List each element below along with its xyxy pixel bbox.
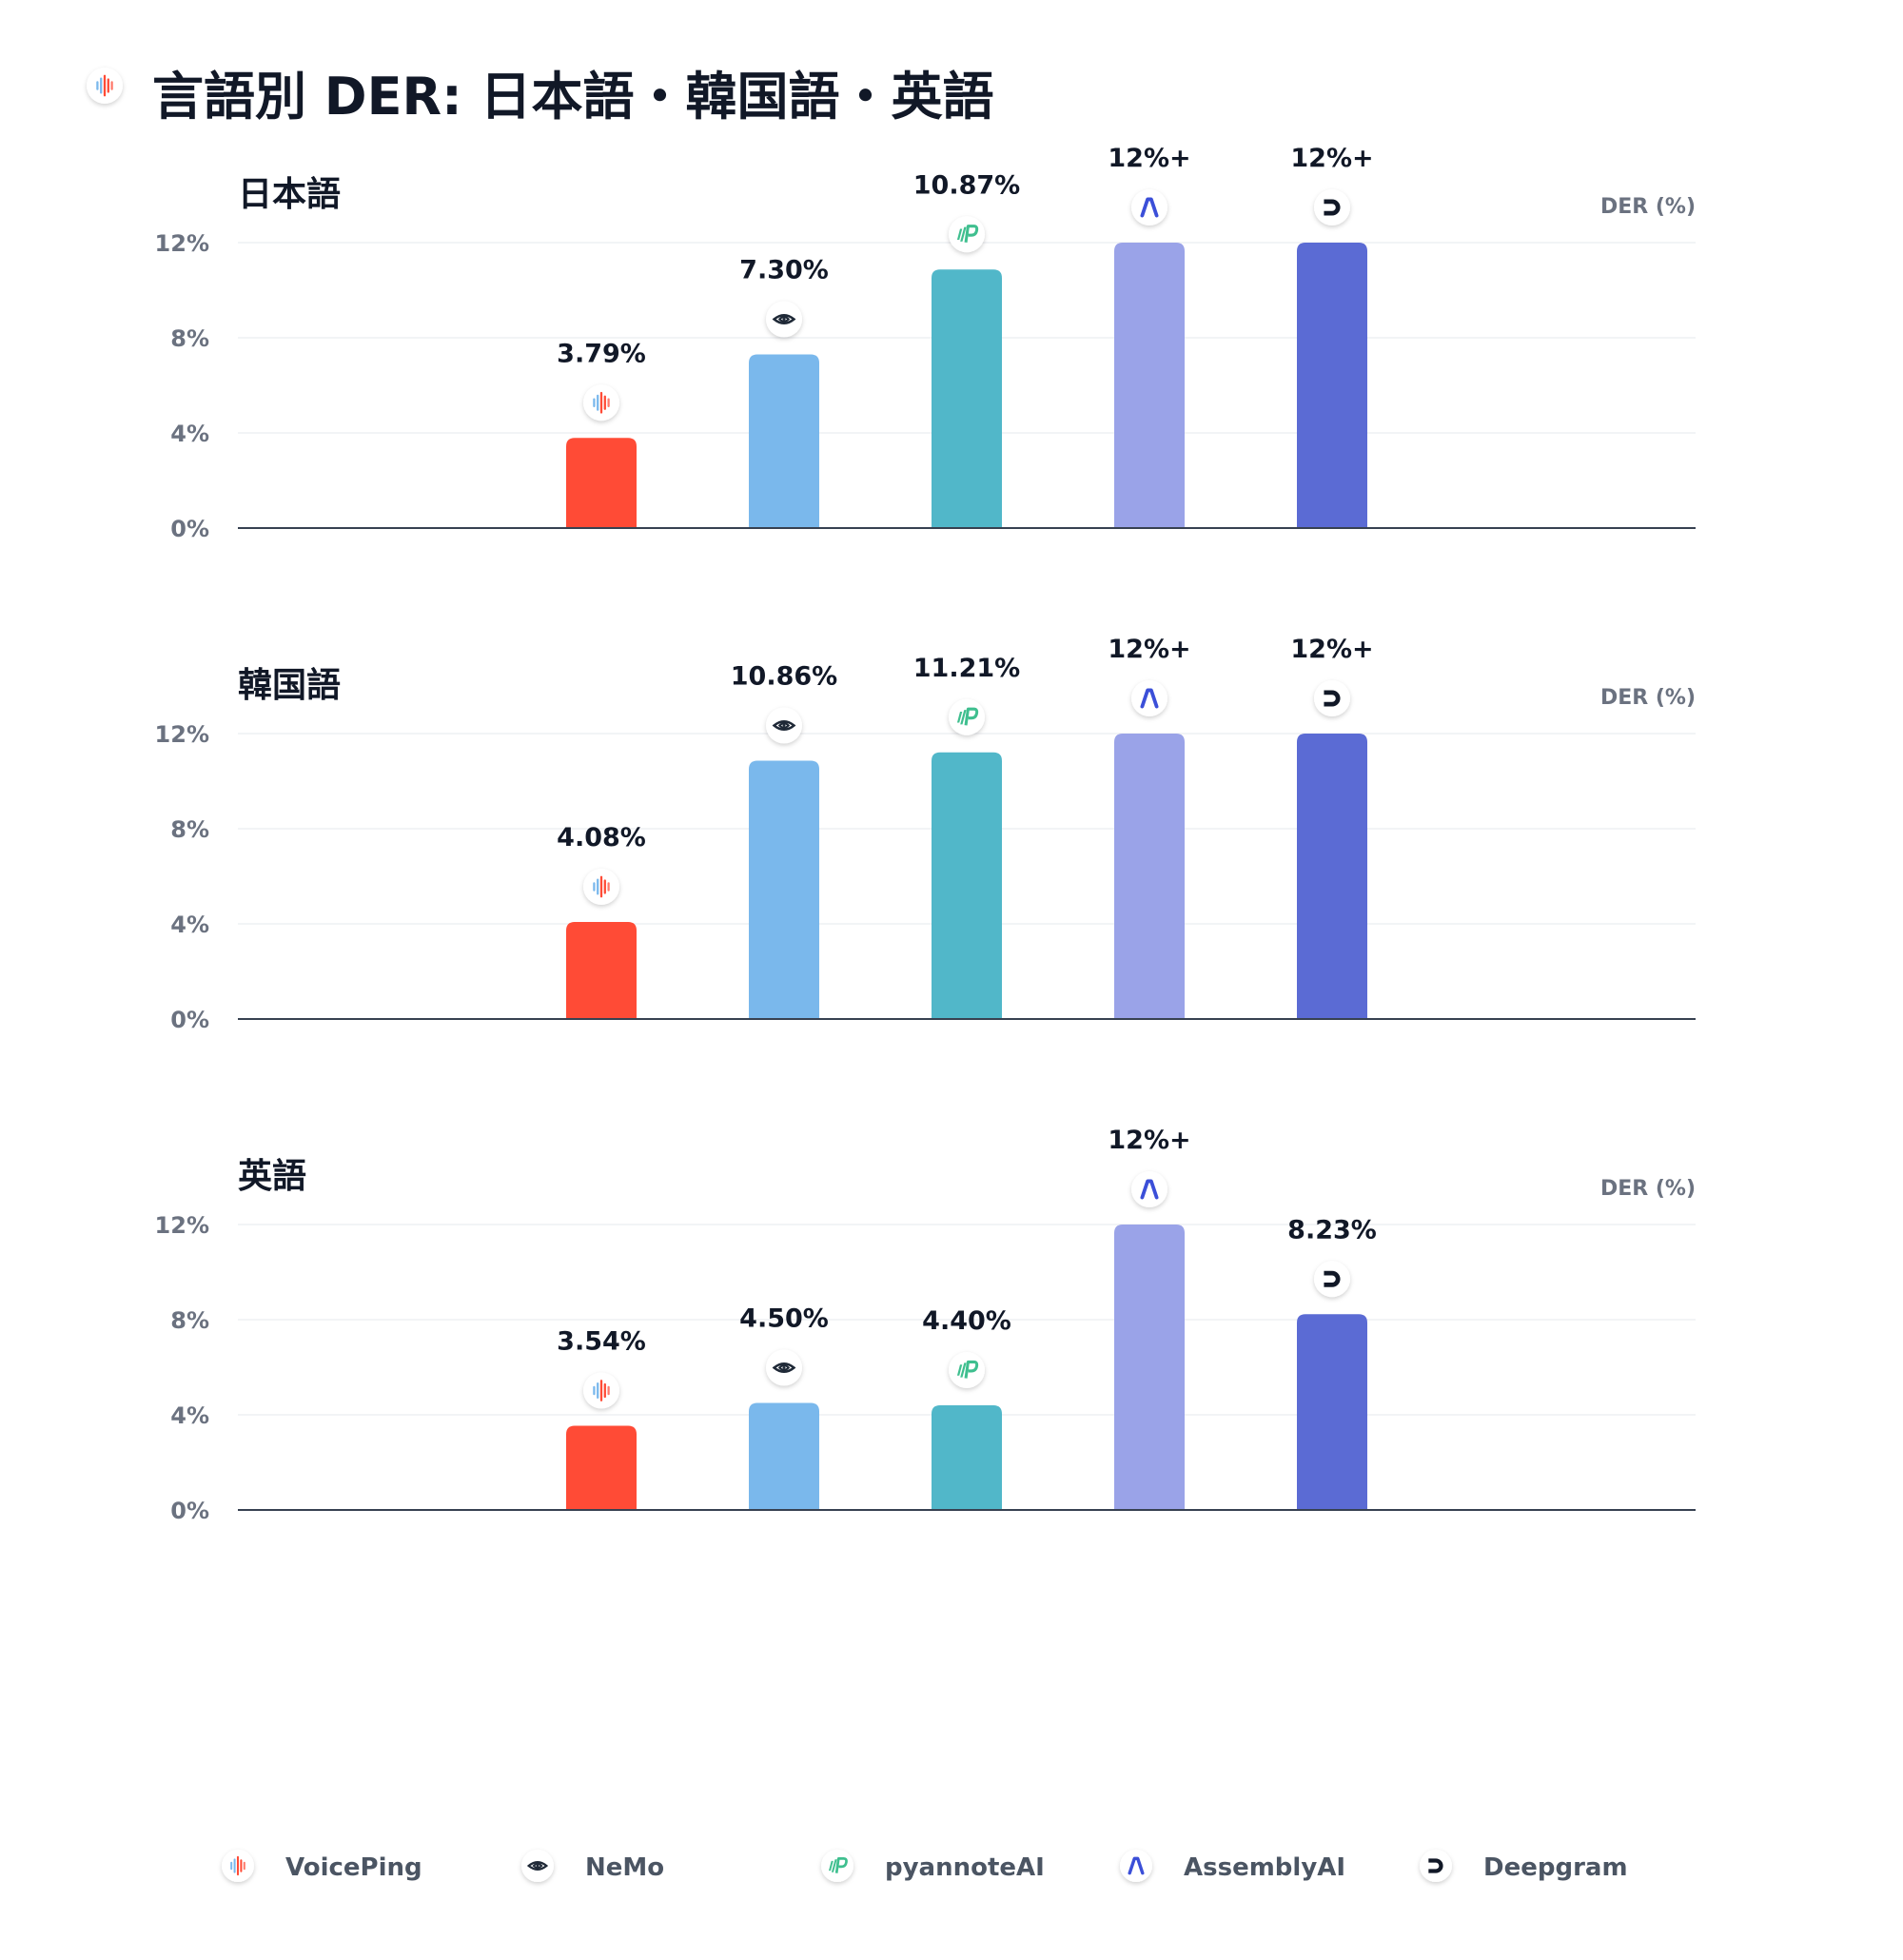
y-tick-label: 0% — [170, 1007, 209, 1033]
legend-item-nemo: NeMo — [521, 1850, 664, 1882]
bar-voiceping — [566, 1425, 637, 1510]
chart-title: 言語別 DER: 日本語・韓国語・英語 — [152, 67, 994, 127]
pyannote-logo-icon — [949, 698, 985, 735]
y-tick-label: 4% — [170, 1402, 209, 1429]
data-label: 8.23% — [1287, 1215, 1377, 1245]
legend-item-pyannoteai: pyannoteAI — [821, 1850, 1045, 1882]
panels-group: 日本語 DER (%) 0% 4% 8% 12% 3.79% 7.30% 10.87% 12%+ 1… — [155, 144, 1696, 1524]
data-label: 4.40% — [922, 1306, 1011, 1336]
bar-assemblyai — [1114, 1225, 1185, 1510]
chart-title-group: 言語別 DER: 日本語・韓国語・英語 — [87, 67, 994, 127]
y-tick-label: 8% — [170, 325, 209, 352]
y-unit-label: DER (%) — [1600, 195, 1696, 219]
assemblyai-logo-icon — [1131, 189, 1167, 225]
panel-1: 日本語 DER (%) 0% 4% 8% 12% 3.79% 7.30% 10.87% 12%+ 1… — [155, 144, 1696, 542]
pyannote-logo-icon — [949, 1352, 985, 1388]
deepgram-logo-icon — [1314, 189, 1350, 225]
assemblyai-logo-icon — [1131, 1171, 1167, 1207]
data-label: 12%+ — [1290, 635, 1373, 664]
y-tick-label: 4% — [170, 421, 209, 447]
voiceping-waveform-icon — [583, 384, 619, 421]
pyannote-logo-icon — [949, 216, 985, 253]
nvidia-eye-icon — [766, 707, 802, 744]
legend: VoicePing NeMo pyannoteAI AssemblyAI Deepgra… — [222, 1850, 1628, 1882]
legend-label: AssemblyAI — [1184, 1853, 1345, 1882]
bar-pyannoteai — [932, 1405, 1002, 1510]
bar-nemo — [749, 760, 819, 1019]
legend-item-assemblyai: AssemblyAI — [1120, 1850, 1345, 1882]
data-label: 3.54% — [557, 1327, 646, 1357]
legend-item-deepgram: Deepgram — [1420, 1850, 1628, 1882]
data-label: 4.50% — [739, 1304, 829, 1334]
data-label: 10.86% — [731, 662, 837, 692]
data-label: 12%+ — [1290, 144, 1373, 173]
legend-label: NeMo — [585, 1853, 664, 1882]
voiceping-waveform-icon — [583, 1372, 619, 1409]
bar-assemblyai — [1114, 734, 1185, 1019]
pyannote-logo-icon — [821, 1850, 853, 1882]
deepgram-logo-icon — [1314, 1261, 1350, 1298]
legend-label: VoicePing — [285, 1853, 422, 1882]
panel-3: 英語 DER (%) 0% 4% 8% 12% 3.54% 4.50% 4.40% 12%+ 8.2… — [155, 1126, 1696, 1524]
panel-title: 日本語 — [238, 175, 341, 214]
data-label: 12%+ — [1108, 635, 1190, 664]
voiceping-waveform-icon — [583, 869, 619, 905]
assemblyai-logo-icon — [1120, 1850, 1152, 1882]
nvidia-eye-icon — [766, 1349, 802, 1386]
y-tick-label: 0% — [170, 516, 209, 542]
data-label: 7.30% — [739, 256, 829, 285]
data-label: 4.08% — [557, 823, 646, 853]
bar-pyannoteai — [932, 752, 1002, 1019]
y-tick-label: 4% — [170, 911, 209, 938]
bar-deepgram — [1297, 734, 1367, 1019]
panel-title: 韓国語 — [238, 666, 341, 705]
title-logo-icon — [87, 68, 123, 104]
data-label: 3.79% — [557, 339, 646, 368]
panel-title: 英語 — [238, 1157, 306, 1196]
legend-label: Deepgram — [1483, 1853, 1628, 1882]
bar-nemo — [749, 354, 819, 528]
bar-nemo — [749, 1402, 819, 1510]
y-tick-label: 12% — [155, 1212, 209, 1239]
bar-voiceping — [566, 922, 637, 1019]
bar-voiceping — [566, 438, 637, 528]
bar-deepgram — [1297, 1314, 1367, 1510]
bar-assemblyai — [1114, 243, 1185, 528]
y-unit-label: DER (%) — [1600, 1177, 1696, 1201]
data-label: 11.21% — [913, 654, 1020, 683]
voiceping-waveform-icon — [222, 1850, 254, 1882]
y-tick-label: 12% — [155, 721, 209, 748]
nvidia-eye-icon — [766, 301, 802, 338]
y-tick-label: 12% — [155, 230, 209, 257]
data-label: 12%+ — [1108, 144, 1190, 173]
data-label: 10.87% — [913, 170, 1020, 200]
y-tick-label: 8% — [170, 816, 209, 843]
legend-label: pyannoteAI — [885, 1853, 1045, 1882]
nvidia-eye-icon — [521, 1850, 554, 1882]
deepgram-logo-icon — [1314, 680, 1350, 716]
bar-deepgram — [1297, 243, 1367, 528]
panel-2: 韓国語 DER (%) 0% 4% 8% 12% 4.08% 10.86% 11.21% 12%+… — [155, 635, 1696, 1033]
y-tick-label: 0% — [170, 1498, 209, 1524]
deepgram-logo-icon — [1420, 1850, 1452, 1882]
legend-item-voiceping: VoicePing — [222, 1850, 422, 1882]
assemblyai-logo-icon — [1131, 680, 1167, 716]
bar-pyannoteai — [932, 269, 1002, 528]
data-label: 12%+ — [1108, 1126, 1190, 1155]
y-unit-label: DER (%) — [1600, 686, 1696, 710]
y-tick-label: 8% — [170, 1307, 209, 1334]
